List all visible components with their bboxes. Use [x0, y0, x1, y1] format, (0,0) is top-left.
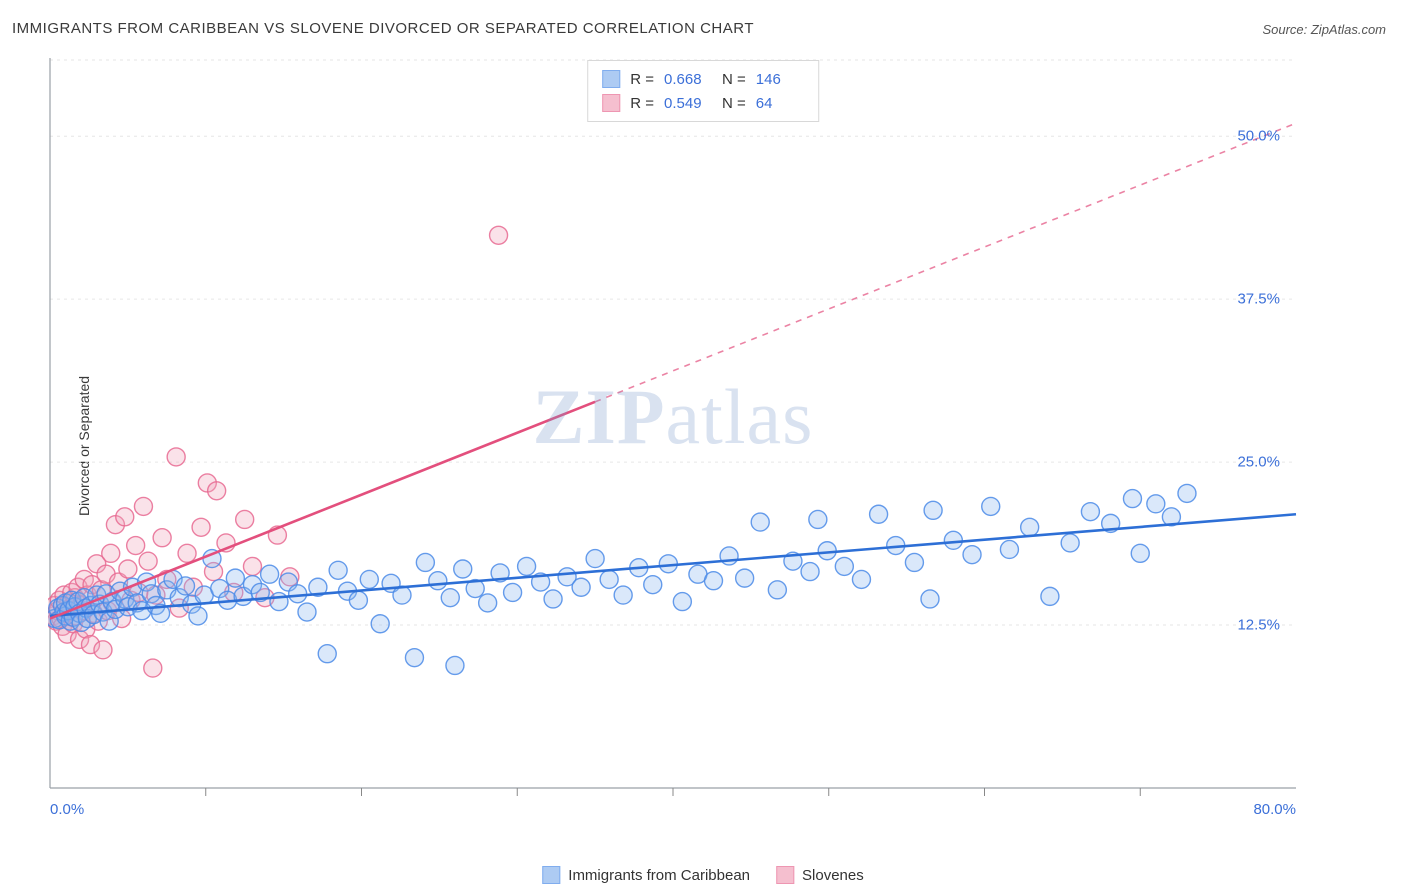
n-value-slovenes: 64 [756, 95, 804, 112]
stats-legend: R = 0.668 N = 146 R = 0.549 N = 64 [587, 60, 819, 122]
plot-area: ZIPatlas 12.5%25.0%37.5%50.0%0.0%80.0% [48, 56, 1298, 824]
swatch-caribbean [542, 866, 560, 884]
legend-item-slovenes: Slovenes [776, 866, 864, 884]
y-tick-label: 50.0% [1237, 128, 1280, 145]
legend-label-slovenes: Slovenes [802, 867, 864, 884]
x-tick-label: 0.0% [50, 801, 84, 818]
r-value-slovenes: 0.549 [664, 95, 712, 112]
source-label: Source: ZipAtlas.com [1262, 22, 1386, 37]
y-tick-label: 37.5% [1237, 291, 1280, 308]
swatch-caribbean [602, 70, 620, 88]
stats-row-caribbean: R = 0.668 N = 146 [602, 67, 804, 91]
series-legend: Immigrants from Caribbean Slovenes [542, 866, 863, 884]
legend-item-caribbean: Immigrants from Caribbean [542, 866, 750, 884]
r-label: R = [630, 95, 654, 112]
n-label: N = [722, 95, 746, 112]
scatter-chart-svg [48, 56, 1298, 824]
swatch-slovenes [602, 94, 620, 112]
y-tick-label: 25.0% [1237, 454, 1280, 471]
stats-row-slovenes: R = 0.549 N = 64 [602, 91, 804, 115]
swatch-slovenes [776, 866, 794, 884]
chart-title: IMMIGRANTS FROM CARIBBEAN VS SLOVENE DIV… [12, 20, 754, 37]
r-label: R = [630, 71, 654, 88]
n-value-caribbean: 146 [756, 71, 804, 88]
x-tick-label: 80.0% [1253, 801, 1296, 818]
y-tick-label: 12.5% [1237, 617, 1280, 634]
r-value-caribbean: 0.668 [664, 71, 712, 88]
n-label: N = [722, 71, 746, 88]
legend-label-caribbean: Immigrants from Caribbean [568, 867, 750, 884]
